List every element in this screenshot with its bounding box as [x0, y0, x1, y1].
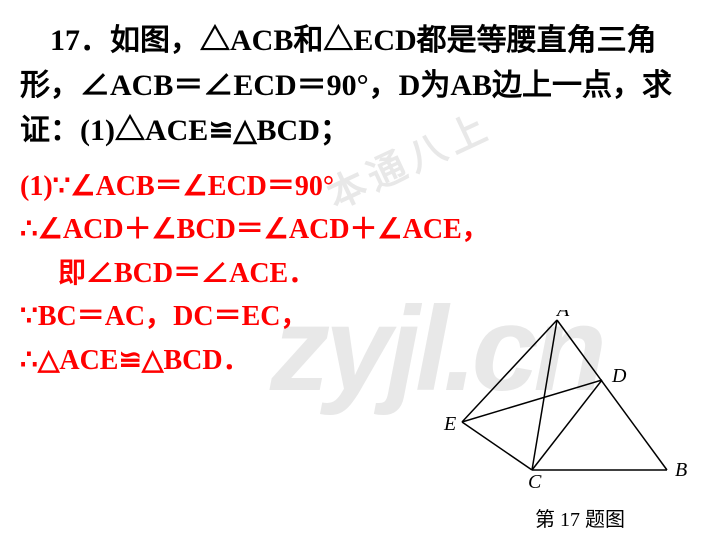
svg-text:B: B	[675, 459, 687, 481]
figure-caption: 第 17 题图	[535, 503, 625, 532]
svg-text:A: A	[555, 310, 570, 321]
svg-text:E: E	[443, 413, 456, 435]
problem-num: 17．	[50, 24, 110, 57]
geometry-figure: A B C D E	[382, 310, 692, 510]
solution-line-2: ∴∠ACD＋∠BCD＝∠ACD＋∠ACE，	[20, 208, 700, 251]
svg-text:C: C	[528, 471, 542, 493]
solution-line-3: 即∠BCD＝∠ACE．	[20, 252, 700, 295]
problem-statement: 17．如图，△ACB和△ECD都是等腰直角三角形，∠ACB＝∠ECD＝90°，D…	[20, 18, 700, 153]
problem-text: 如图，△ACB和△ECD都是等腰直角三角形，∠ACB＝∠ECD＝90°，D为AB…	[20, 24, 672, 147]
problem-number	[20, 24, 50, 57]
svg-text:D: D	[611, 365, 627, 387]
solution-line-1: (1)∵∠ACB＝∠ECD＝90°	[20, 165, 700, 208]
